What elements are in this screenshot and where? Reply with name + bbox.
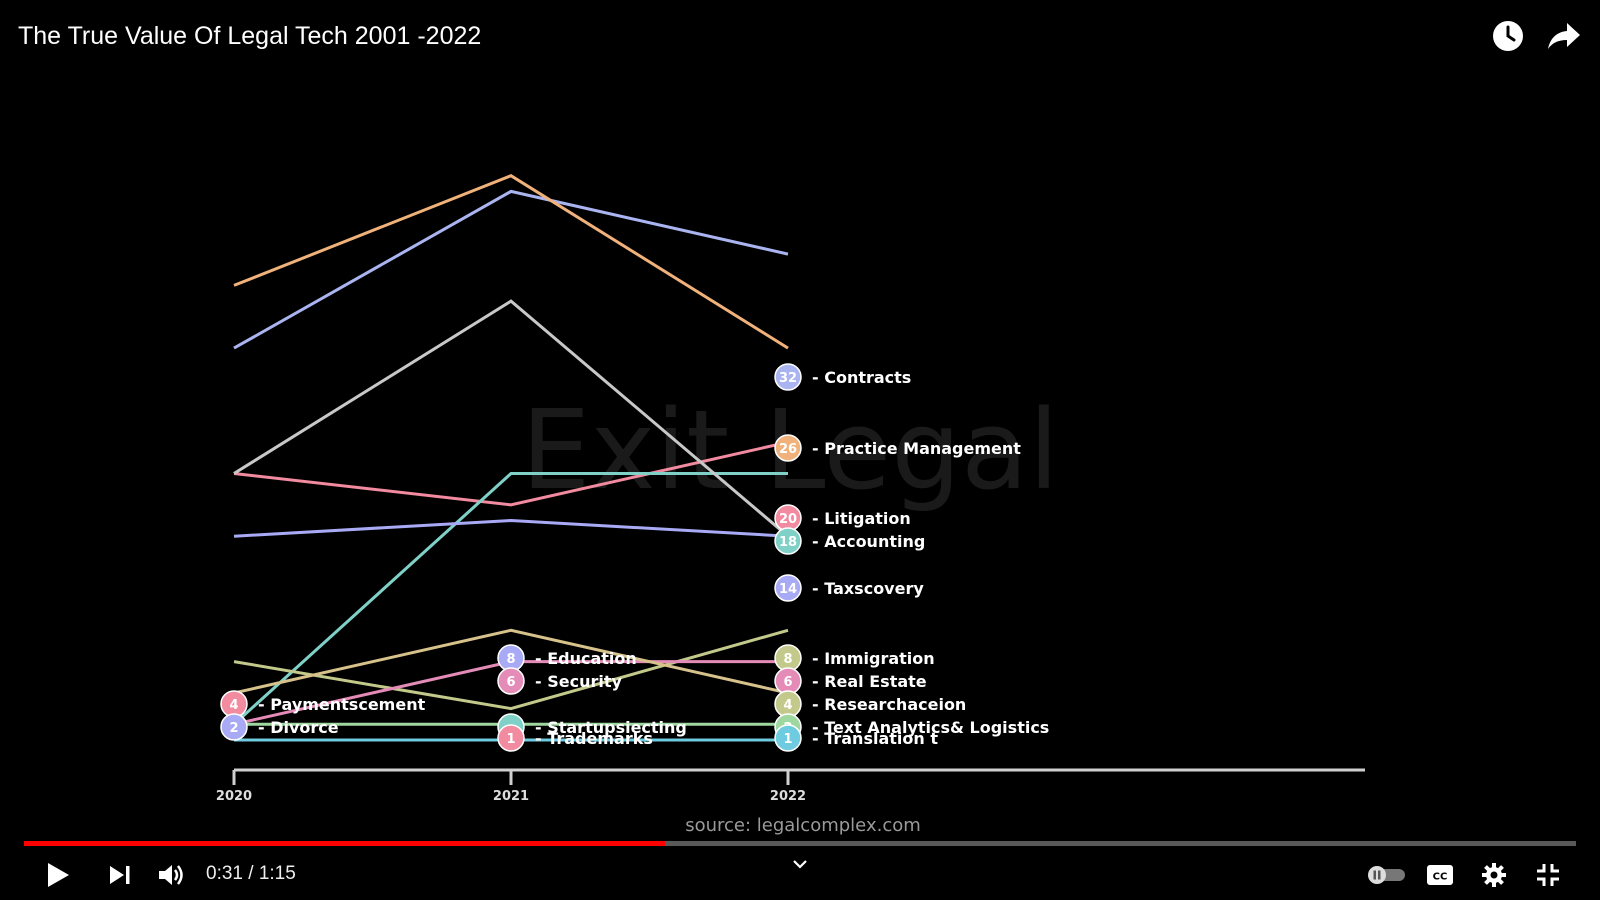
rank-marker: 1 - Translation t	[774, 724, 938, 752]
rank-marker: 2 - Divorce	[220, 713, 339, 741]
series-label: - Immigration	[812, 649, 935, 668]
series-label: - Taxscovery	[812, 579, 924, 598]
captions-label: CC	[1433, 872, 1448, 883]
rank-number: 8	[783, 652, 792, 667]
autoplay-toggle[interactable]	[1364, 858, 1408, 892]
series-line	[233, 628, 789, 695]
rank-number: 2	[229, 721, 238, 736]
source-note: source: legalcomplex.com	[685, 815, 921, 836]
control-bar: 0:31 / 1:15 CC	[0, 850, 1600, 900]
top-icons	[1490, 18, 1582, 54]
series-label: - Real Estate	[812, 672, 927, 691]
rank-number: 20	[779, 512, 797, 527]
rank-number: 26	[779, 442, 797, 457]
play-icon[interactable]	[38, 858, 78, 892]
rank-number: 32	[779, 371, 797, 386]
rank-marker: 4 - Paymentscement	[220, 690, 426, 718]
rank-number: 4	[229, 698, 238, 713]
rank-number: 4	[783, 698, 792, 713]
series-label: - Startupsiecting	[535, 718, 687, 737]
x-tick-label: 2020	[216, 789, 252, 804]
series-label: - Trademarks	[535, 729, 653, 748]
series-line	[232, 472, 788, 726]
rank-marker: 14 - Taxscovery	[774, 574, 924, 602]
series-line	[233, 174, 789, 350]
rank-circle	[774, 527, 802, 555]
rank-marker: 6 - Real Estate	[774, 667, 927, 695]
rank-number: 1	[506, 732, 515, 747]
series-line	[233, 440, 789, 507]
chart-lines	[232, 174, 789, 742]
top-bar: The True Value Of Legal Tech 2001 -2022	[0, 0, 1600, 80]
rank-number: 6	[506, 675, 515, 690]
rank-circle	[220, 713, 248, 741]
rank-marker: 6 - Security	[497, 667, 622, 695]
x-axis: 2020 2021 2022	[216, 768, 1365, 804]
rank-number: 6	[783, 675, 792, 690]
rank-number: 1	[783, 732, 792, 747]
rank-circle	[774, 574, 802, 602]
time-display: 0:31 / 1:15	[206, 863, 296, 884]
series-label: - Education	[535, 649, 637, 668]
rank-number: 14	[779, 582, 797, 597]
series-label: - Accounting	[812, 532, 925, 551]
series-label: - Paymentscement	[258, 695, 426, 714]
series-line	[233, 189, 789, 350]
series-line	[233, 299, 789, 538]
exit-fullscreen-icon[interactable]	[1528, 858, 1568, 892]
rank-marker: 18 - Accounting	[774, 527, 925, 555]
next-icon[interactable]	[100, 858, 140, 892]
bump-chart: Exit Legal 2020 2021 2022 32- Contracts2…	[216, 174, 1365, 836]
watch-later-icon[interactable]	[1490, 18, 1526, 54]
series-line	[233, 628, 789, 711]
rank-marker: 8 - Education	[497, 644, 637, 672]
video-title[interactable]: The True Value Of Legal Tech 2001 -2022	[18, 22, 482, 50]
captions-icon[interactable]: CC	[1420, 858, 1460, 892]
rank-marker: 1 - Trademarks	[497, 724, 653, 752]
rank-marker: 32 - Contracts	[774, 363, 911, 391]
rank-marker: 8 - Immigration	[774, 644, 935, 672]
series-label: - Divorce	[258, 718, 339, 737]
rank-marker: 20 - Litigation	[774, 504, 911, 532]
rank-circle	[774, 363, 802, 391]
progress-played	[24, 841, 665, 846]
settings-icon[interactable]	[1474, 858, 1514, 892]
series-label: - Text Analytics& Logistics	[812, 718, 1049, 737]
rank-marker: 26 - Practice Management	[774, 434, 1021, 462]
series-label: - Litigation	[812, 509, 911, 528]
rank-circle	[774, 434, 802, 462]
rank-circle	[497, 724, 525, 752]
series-label: - Translation t	[812, 729, 938, 748]
rank-circle	[497, 667, 525, 695]
rank-number: 8	[506, 652, 515, 667]
chevron-down-icon[interactable]	[788, 854, 812, 874]
rank-circle	[774, 724, 802, 752]
x-tick-label: 2022	[770, 789, 806, 804]
share-icon[interactable]	[1546, 18, 1582, 54]
series-line	[233, 518, 789, 538]
volume-icon[interactable]	[152, 858, 192, 892]
rank-marker: 4 - Researchaceion	[774, 690, 966, 718]
series-label: - Contracts	[812, 368, 911, 387]
series-label: - Researchaceion	[812, 695, 966, 714]
rank-number: 18	[779, 535, 797, 550]
progress-bar[interactable]	[24, 841, 1576, 846]
series-label: - Practice Management	[812, 439, 1021, 458]
series-label: - Security	[535, 672, 622, 691]
x-tick-label: 2021	[493, 789, 529, 804]
chart-area: Exit Legal 2020 2021 2022 32- Contracts 2…	[0, 80, 1600, 840]
